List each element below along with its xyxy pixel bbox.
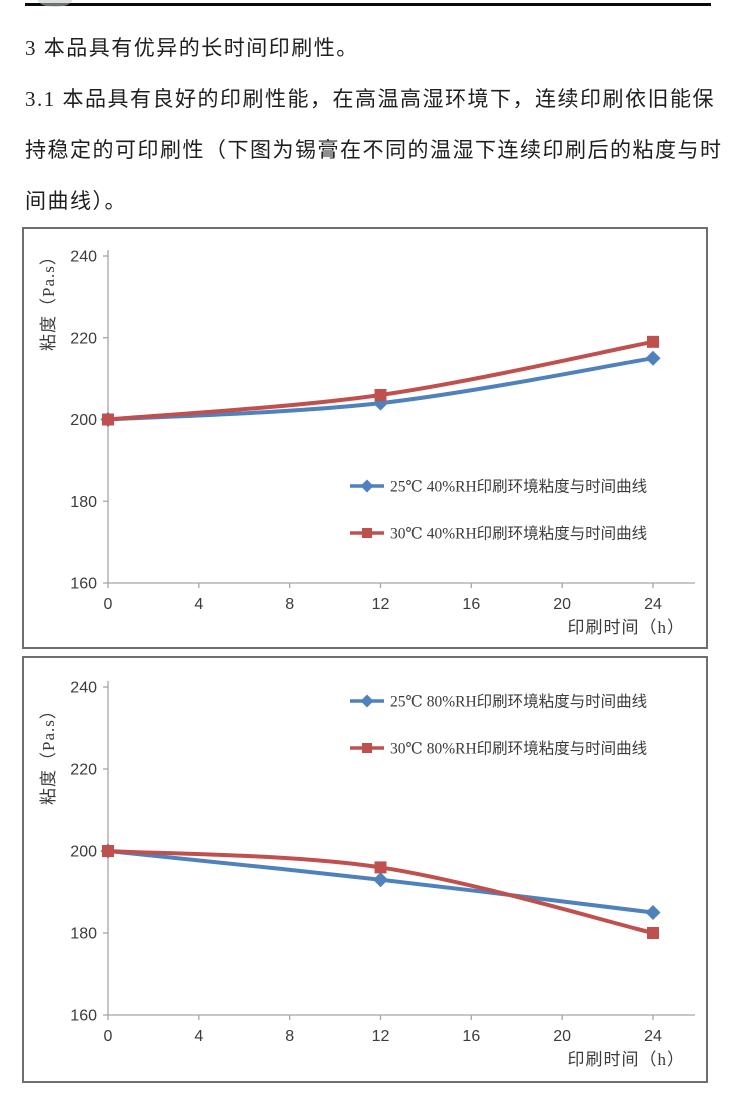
y-axis-title: 粘度（Pa.s） [39,247,58,351]
diamond-marker [645,905,661,920]
x-tick-label: 8 [285,596,294,613]
header-rule [25,3,711,6]
legend-label: 30℃ 40%RH印刷环境粘度与时间曲线 [390,524,647,543]
y-tick-label: 220 [70,762,97,779]
x-tick-label: 12 [372,596,390,613]
x-tick-label: 8 [285,1028,294,1045]
legend-item: 30℃ 80%RH印刷环境粘度与时间曲线 [350,739,647,758]
chart-svg: 160 180 200 220 240 0 4 8 12 16 20 24 粘度（Pa.s） 印刷时间（h… [39,680,695,1069]
x-tick-label: 20 [553,596,571,613]
y-tick-label: 220 [70,330,97,347]
y-tick-label: 160 [70,1008,97,1025]
x-axis-title: 印刷时间（h） [568,1050,686,1069]
chart-svg: 160 180 200 220 240 0 4 8 12 16 20 24 粘度（Pa.s） 印刷时间（h… [39,247,695,637]
diamond-marker [360,694,374,708]
viscosity-chart-80rh: 160 180 200 220 240 0 4 8 12 16 20 24 粘度（Pa.s） 印刷时间（h… [22,656,708,1083]
diamond-marker [645,350,661,366]
x-tick-label: 16 [462,596,480,613]
x-tick-label: 24 [644,596,662,613]
y-tick-label: 200 [70,844,97,861]
heading-line: 3 本品具有优异的长时间印刷性。 [25,36,359,60]
y-tick-label: 240 [70,249,97,266]
viscosity-chart-40rh: 160 180 200 220 240 0 4 8 12 16 20 24 粘度（Pa.s） 印刷时间（h… [22,227,708,649]
x-tick-label: 0 [104,596,113,613]
square-marker [362,743,372,753]
x-tick-label: 24 [644,1028,662,1045]
y-tick-label: 180 [70,494,97,511]
y-axis-title: 粘度（Pa.s） [39,701,58,805]
y-tick-label: 180 [70,926,97,943]
x-tick-label: 4 [194,596,203,613]
x-tick-label: 16 [462,1028,480,1045]
x-tick-label: 0 [104,1028,113,1045]
legend-item: 25℃ 80%RH印刷环境粘度与时间曲线 [350,692,647,711]
legend-label: 30℃ 80%RH印刷环境粘度与时间曲线 [390,739,647,758]
legend-label: 25℃ 40%RH印刷环境粘度与时间曲线 [390,477,647,496]
legend-item: 30℃ 40%RH印刷环境粘度与时间曲线 [350,524,647,543]
x-tick-label: 20 [553,1028,571,1045]
square-marker [102,845,114,857]
square-marker [647,927,659,939]
x-tick-label: 12 [372,1028,390,1045]
watermark-logo [38,0,72,7]
square-marker [374,861,387,874]
diamond-marker [373,872,388,888]
legend-item: 25℃ 40%RH印刷环境粘度与时间曲线 [350,477,647,496]
paragraph-line: 3.1 本品具有良好的印刷性能，在高温高湿环境下，连续印刷依旧能保 [25,87,715,111]
square-marker [362,528,372,538]
y-tick-label: 240 [70,680,97,697]
paragraph-line: 间曲线）。 [25,189,127,213]
square-marker [374,388,387,401]
legend-label: 25℃ 80%RH印刷环境粘度与时间曲线 [390,692,647,711]
paragraph-line: 持稳定的可印刷性（下图为锡膏在不同的温湿下连续印刷后的粘度与时 [25,138,723,162]
square-marker [102,413,114,426]
y-tick-label: 160 [70,576,97,593]
x-axis-title: 印刷时间（h） [568,618,686,637]
x-tick-label: 4 [194,1028,203,1045]
y-tick-label: 200 [70,412,97,429]
square-marker [647,335,659,348]
diamond-marker [360,479,374,493]
